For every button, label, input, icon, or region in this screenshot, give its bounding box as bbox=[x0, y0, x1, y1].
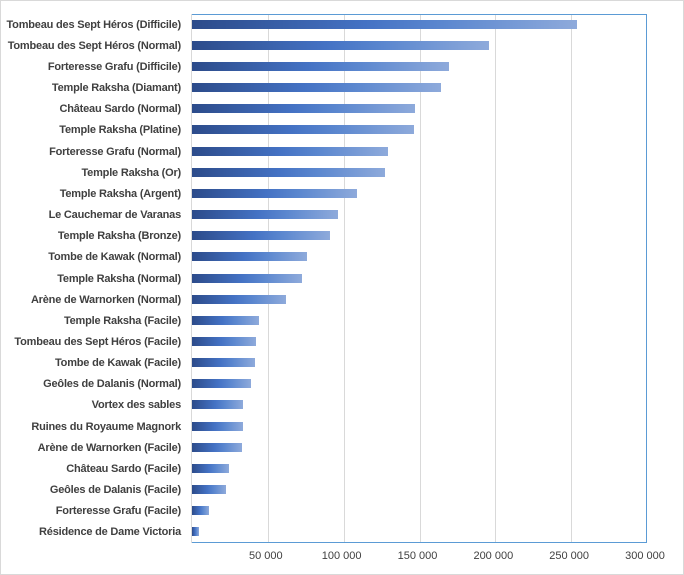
bar-row: Vortex des sables bbox=[0, 395, 684, 416]
bar[interactable] bbox=[192, 188, 358, 198]
bar-row: Ruines du Royaume Magnork bbox=[0, 417, 684, 438]
bar[interactable] bbox=[192, 125, 415, 135]
bar-row: Geôles de Dalanis (Facile) bbox=[0, 480, 684, 501]
category-label: Arène de Warnorken (Normal) bbox=[30, 293, 181, 306]
bar-row: Arène de Warnorken (Normal) bbox=[0, 290, 684, 311]
bar-row: Temple Raksha (Or) bbox=[0, 163, 684, 184]
bar[interactable] bbox=[192, 527, 199, 537]
bar[interactable] bbox=[192, 294, 287, 304]
category-label: Tombeau des Sept Héros (Difficile) bbox=[6, 18, 181, 31]
bar[interactable] bbox=[192, 252, 308, 262]
bar[interactable] bbox=[192, 485, 227, 495]
bar-row: Tombeau des Sept Héros (Normal) bbox=[0, 36, 684, 57]
bar-row: Temple Raksha (Normal) bbox=[0, 269, 684, 290]
bar-row: Tombeau des Sept Héros (Facile) bbox=[0, 332, 684, 353]
x-tick-label: 300 000 bbox=[625, 550, 665, 562]
category-label: Temple Raksha (Platine) bbox=[59, 124, 181, 137]
bar-row: Temple Raksha (Platine) bbox=[0, 120, 684, 141]
bar[interactable] bbox=[192, 506, 209, 516]
bar-row: Forteresse Grafu (Facile) bbox=[0, 501, 684, 522]
bar-row: Geôles de Dalanis (Normal) bbox=[0, 374, 684, 395]
bar[interactable] bbox=[192, 210, 339, 220]
gridline bbox=[571, 14, 572, 543]
x-tick-label: 150 000 bbox=[397, 550, 438, 562]
bar[interactable] bbox=[192, 83, 441, 93]
bar-row: Château Sardo (Facile) bbox=[0, 459, 684, 480]
category-label: Geôles de Dalanis (Facile) bbox=[49, 484, 181, 497]
bar[interactable] bbox=[192, 379, 252, 389]
category-label: Tombeau des Sept Héros (Facile) bbox=[14, 335, 181, 348]
category-label: Geôles de Dalanis (Normal) bbox=[43, 378, 181, 391]
bar[interactable] bbox=[192, 19, 578, 29]
category-label: Temple Raksha (Normal) bbox=[57, 272, 181, 285]
bar-row: Le Cauchemar de Varanas bbox=[0, 205, 684, 226]
category-label: Forteresse Grafu (Facile) bbox=[55, 505, 181, 518]
bar-row: Arène de Warnorken (Facile) bbox=[0, 438, 684, 459]
bar[interactable] bbox=[192, 40, 490, 50]
category-label: Temple Raksha (Facile) bbox=[63, 314, 181, 327]
category-label: Vortex des sables bbox=[91, 399, 182, 412]
bar[interactable] bbox=[192, 104, 415, 114]
bar[interactable] bbox=[192, 167, 386, 177]
bar[interactable] bbox=[192, 61, 450, 71]
y-axis-line bbox=[191, 14, 192, 543]
category-label: Résidence de Dame Victoria bbox=[39, 526, 181, 539]
bar-row: Château Sardo (Normal) bbox=[0, 99, 684, 120]
bar[interactable] bbox=[192, 358, 256, 368]
bar[interactable] bbox=[192, 421, 244, 431]
category-label: Temple Raksha (Or) bbox=[81, 166, 181, 179]
bar-row: Temple Raksha (Diamant) bbox=[0, 78, 684, 99]
bar[interactable] bbox=[192, 463, 230, 473]
category-label: Forteresse Grafu (Normal) bbox=[49, 145, 181, 158]
category-label: Le Cauchemar de Varanas bbox=[48, 209, 182, 222]
gridline bbox=[344, 14, 345, 543]
bar-row: Tombe de Kawak (Facile) bbox=[0, 353, 684, 374]
category-label: Château Sardo (Facile) bbox=[66, 462, 181, 475]
gridline bbox=[420, 14, 421, 543]
bar[interactable] bbox=[192, 231, 331, 241]
category-label: Arène de Warnorken (Facile) bbox=[37, 441, 182, 454]
plot-area bbox=[192, 14, 647, 543]
bar-row: Tombe de Kawak (Normal) bbox=[0, 247, 684, 268]
x-tick-label: 250 000 bbox=[549, 550, 590, 562]
bar-row: Tombeau des Sept Héros (Difficile) bbox=[0, 15, 684, 36]
category-label: Temple Raksha (Argent) bbox=[59, 187, 182, 200]
x-tick-label: 100 000 bbox=[321, 550, 362, 562]
bar[interactable] bbox=[192, 336, 257, 346]
category-label: Forteresse Grafu (Difficile) bbox=[47, 60, 181, 73]
bar-row: Forteresse Grafu (Difficile) bbox=[0, 57, 684, 78]
category-label: Temple Raksha (Bronze) bbox=[57, 230, 181, 243]
bar[interactable] bbox=[192, 273, 303, 283]
bar[interactable] bbox=[192, 315, 260, 325]
category-label: Château Sardo (Normal) bbox=[59, 103, 181, 116]
bar-row: Temple Raksha (Bronze) bbox=[0, 226, 684, 247]
category-label: Tombe de Kawak (Facile) bbox=[54, 357, 181, 370]
bar-row: Forteresse Grafu (Normal) bbox=[0, 142, 684, 163]
bar-row: Résidence de Dame Victoria bbox=[0, 522, 684, 543]
x-tick-label: 200 000 bbox=[473, 550, 514, 562]
bar[interactable] bbox=[192, 146, 388, 156]
bar[interactable] bbox=[192, 400, 244, 410]
bar[interactable] bbox=[192, 442, 243, 452]
category-label: Tombeau des Sept Héros (Normal) bbox=[7, 39, 181, 52]
gridline bbox=[495, 14, 496, 543]
x-tick-label: 50 000 bbox=[249, 550, 283, 562]
category-label: Ruines du Royaume Magnork bbox=[31, 420, 181, 433]
category-label: Temple Raksha (Diamant) bbox=[51, 82, 181, 95]
bar-row: Temple Raksha (Argent) bbox=[0, 184, 684, 205]
bar-row: Temple Raksha (Facile) bbox=[0, 311, 684, 332]
category-label: Tombe de Kawak (Normal) bbox=[48, 251, 181, 264]
